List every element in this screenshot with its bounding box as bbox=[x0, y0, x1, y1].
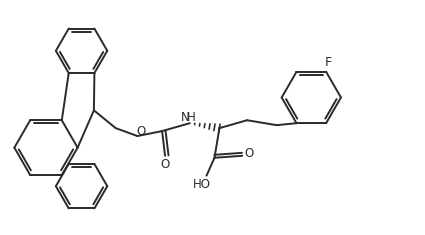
Text: F: F bbox=[325, 56, 332, 69]
Text: O: O bbox=[137, 125, 146, 138]
Text: O: O bbox=[161, 158, 170, 171]
Text: N: N bbox=[181, 111, 189, 124]
Text: HO: HO bbox=[193, 178, 211, 191]
Text: H: H bbox=[187, 111, 195, 124]
Text: O: O bbox=[244, 147, 254, 160]
